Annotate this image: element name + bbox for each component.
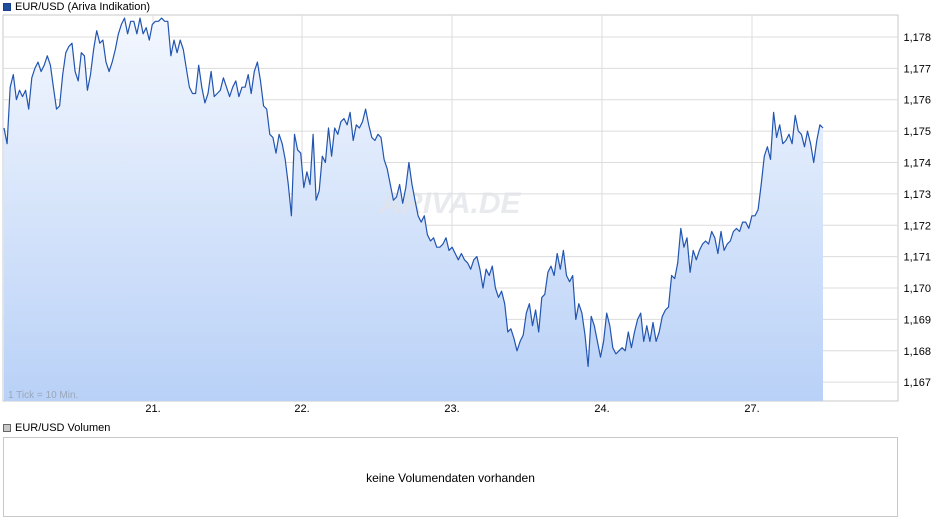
price-legend: EUR/USD (Ariva Indikation) <box>3 0 150 14</box>
volume-legend: EUR/USD Volumen <box>3 421 110 435</box>
y-tick-label: 1,168 <box>903 346 931 358</box>
watermark: ARIVA.DE <box>378 187 521 220</box>
y-tick-label: 1,167 <box>903 377 931 389</box>
legend-swatch-icon <box>3 3 11 11</box>
area-layer <box>4 18 823 401</box>
y-tick-label: 1,174 <box>903 157 931 169</box>
x-tick-label: 27. <box>744 403 759 415</box>
volume-empty-message: keine Volumendaten vorhanden <box>366 471 535 485</box>
y-tick-label: 1,178 <box>903 32 931 44</box>
x-tick-label: 21. <box>145 403 160 415</box>
y-tick-label: 1,171 <box>903 252 931 264</box>
y-axis: 1,167 1,168 1,169 1,170 1,171 1,172 1,173 1,174… <box>903 32 931 389</box>
y-tick-label: 1,177 <box>903 63 931 75</box>
series-line <box>3 17 824 368</box>
y-tick-label: 1,169 <box>903 314 931 326</box>
y-tick-label: 1,175 <box>903 126 931 138</box>
y-tick-label: 1,172 <box>903 220 931 232</box>
tick-note: 1 Tick = 10 Min. <box>8 390 78 401</box>
y-tick-label: 1,173 <box>903 189 931 201</box>
line-layer <box>3 17 824 368</box>
price-legend-label: EUR/USD (Ariva Indikation) <box>15 1 151 13</box>
x-tick-label: 23. <box>444 403 459 415</box>
series-area <box>4 18 823 401</box>
x-axis: 21. 22. 23. 24. 27. <box>145 403 759 415</box>
y-tick-label: 1,176 <box>903 95 931 107</box>
price-chart: ARIVA.DE 1,1671,1681,1691,1701,1711,1721… <box>2 14 931 415</box>
volume-legend-label: EUR/USD Volumen <box>15 422 111 434</box>
x-tick-label: 22. <box>294 403 309 415</box>
volume-panel: keine Volumendaten vorhanden <box>3 437 898 517</box>
legend-swatch-icon <box>3 424 11 432</box>
y-tick-label: 1,170 <box>903 283 931 295</box>
x-tick-label: 24. <box>594 403 609 415</box>
